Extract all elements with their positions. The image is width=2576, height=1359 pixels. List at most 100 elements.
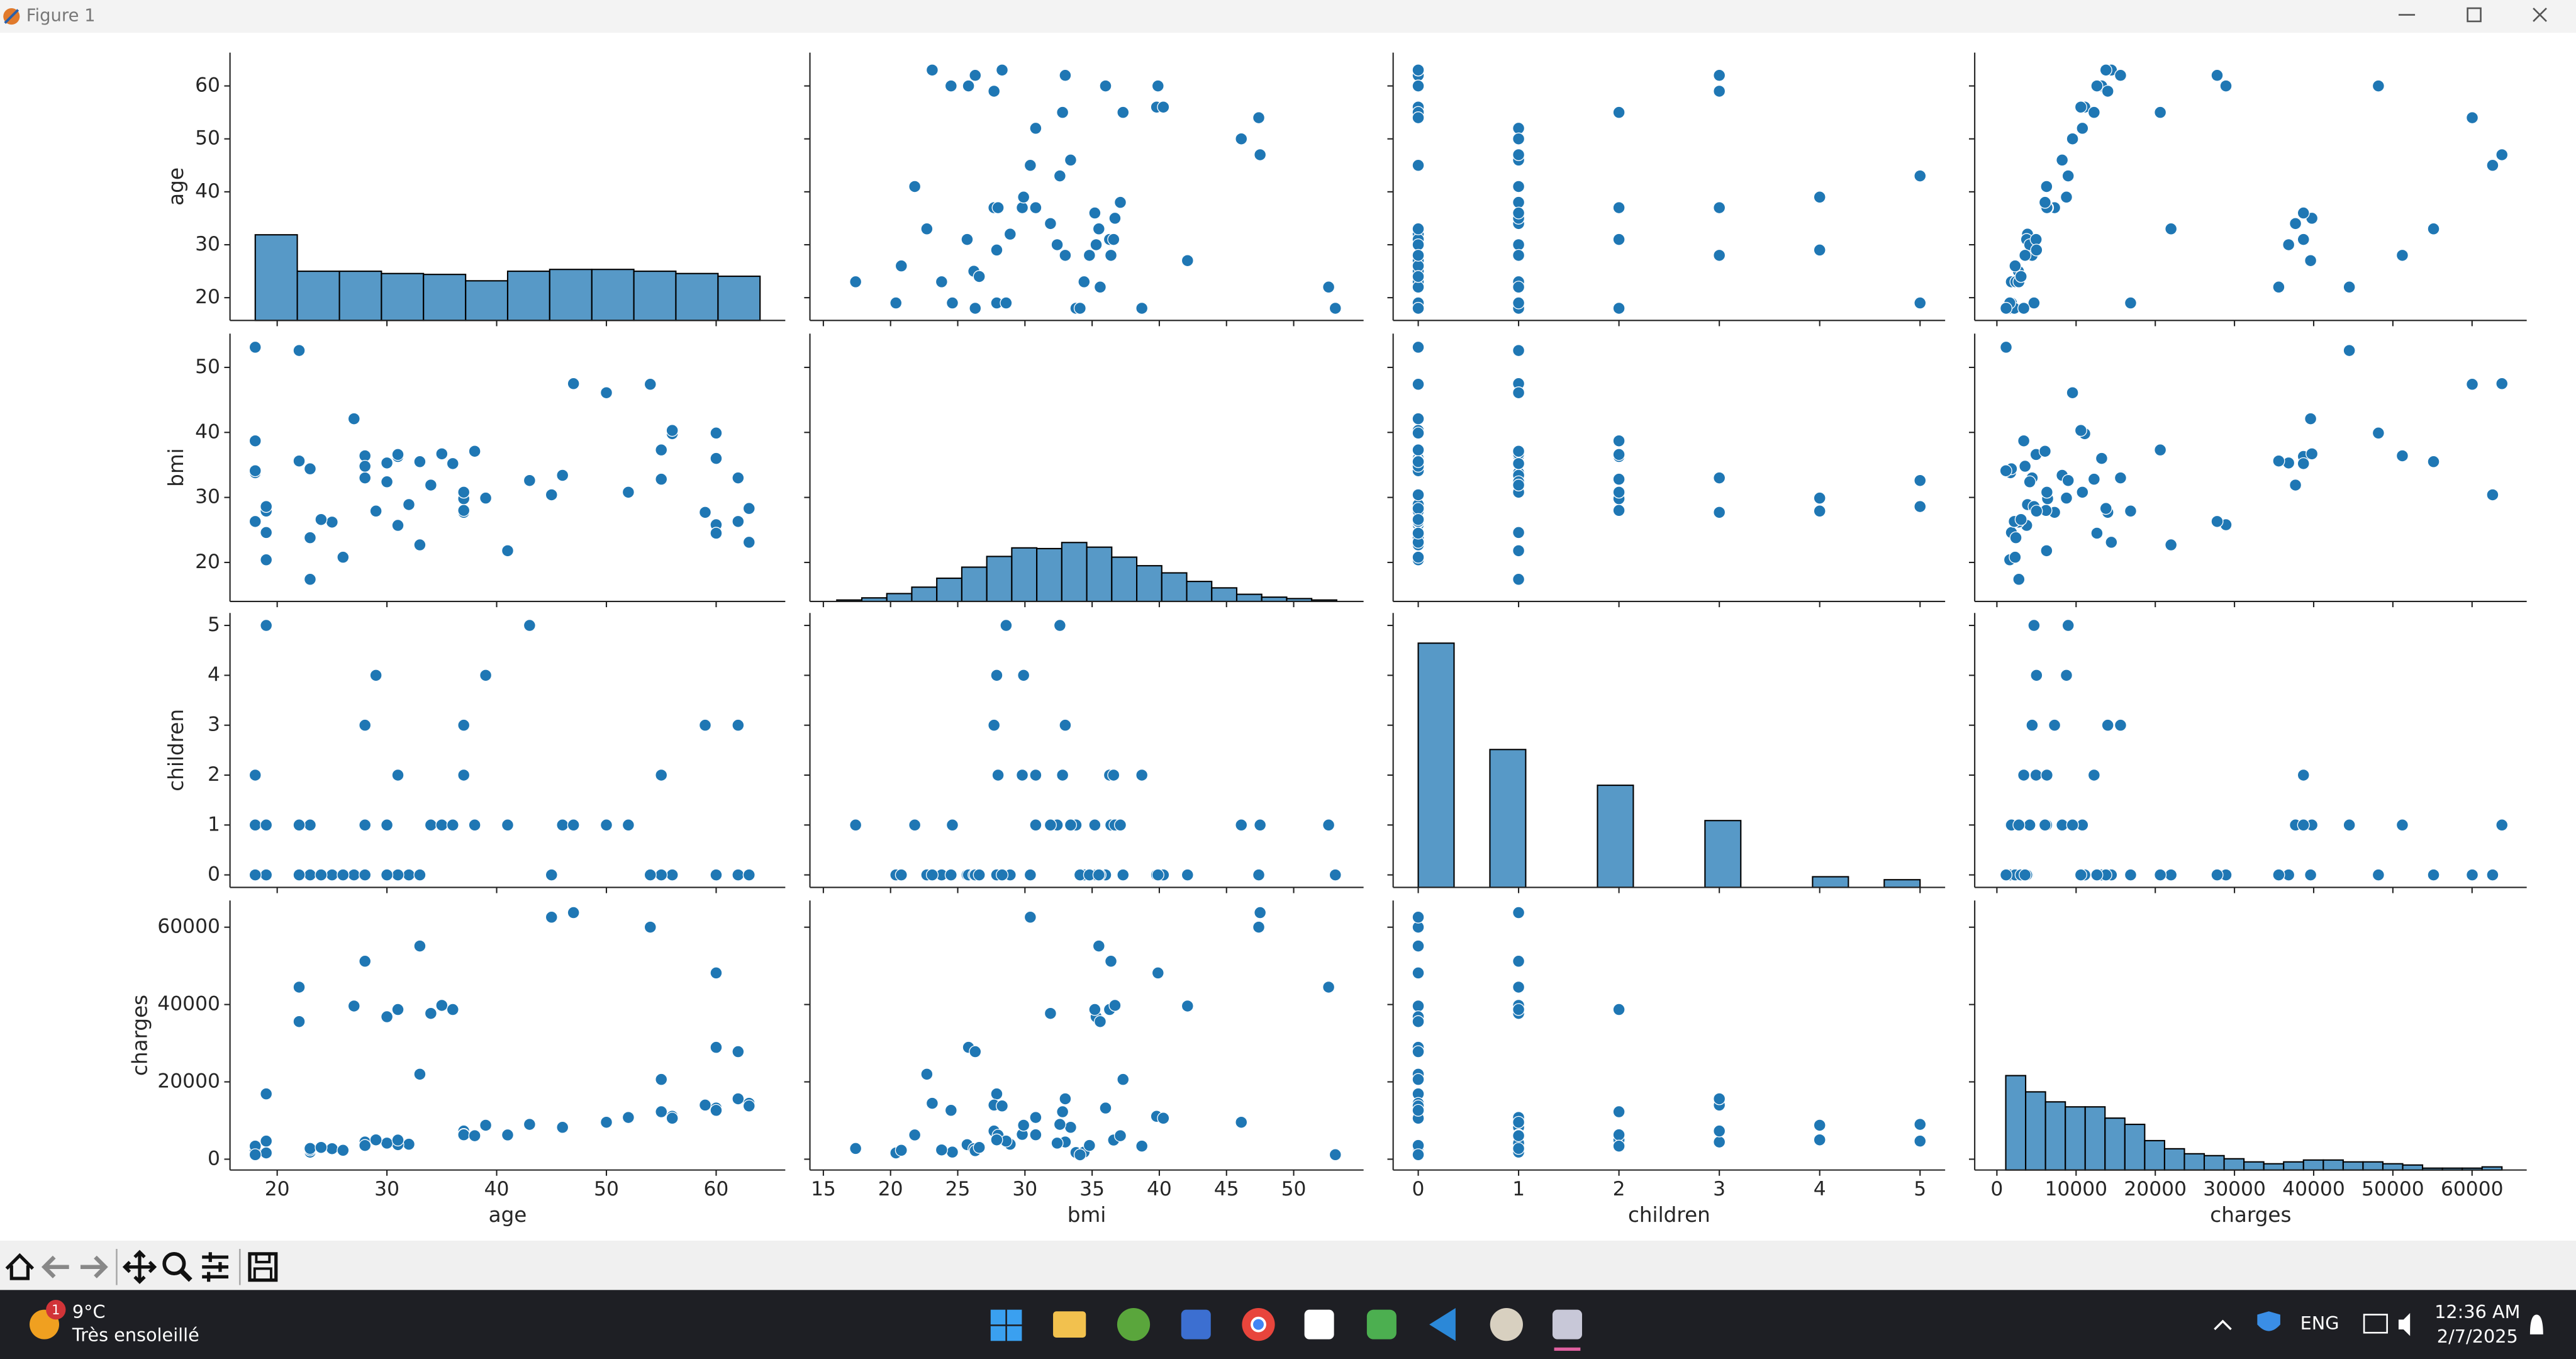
scatter-point <box>1512 457 1525 470</box>
scatter-point <box>2486 159 2499 172</box>
histogram-bar <box>506 271 550 322</box>
scatter-point <box>945 296 959 310</box>
volume-icon[interactable] <box>2398 1312 2411 1336</box>
scatter-point <box>2306 447 2319 461</box>
histogram-bar <box>911 586 938 602</box>
scatter-point <box>1713 84 1726 98</box>
clock-time[interactable]: 12:36 AM <box>2434 1301 2520 1323</box>
scatter-point <box>1092 222 1105 235</box>
back-button[interactable] <box>41 1255 69 1278</box>
y-axis-label: age <box>164 167 188 206</box>
scatter-point <box>2101 84 2114 98</box>
scatter-point <box>1412 281 1425 294</box>
close-button[interactable] <box>2533 8 2547 22</box>
y-tick-label: 30 <box>195 486 220 508</box>
maximize-button[interactable] <box>2467 7 2482 23</box>
scatter-point <box>935 275 948 288</box>
python-app-icon[interactable] <box>1490 1308 1523 1341</box>
scatter-point <box>435 998 449 1012</box>
store-icon[interactable] <box>1181 1309 1211 1339</box>
subplot <box>804 52 1364 327</box>
x-tick-label: 0 <box>1412 1178 1425 1200</box>
histogram-bar <box>2283 1161 2304 1171</box>
histogram-bar <box>1186 581 1213 602</box>
scatter-point <box>1151 868 1164 881</box>
scatter-point <box>359 819 372 832</box>
weather-widget[interactable]: 1 9°C Très ensoleillé <box>30 1299 199 1345</box>
scatter-point <box>1512 906 1525 919</box>
scatter-point <box>1056 106 1069 119</box>
subplot <box>1969 52 2527 327</box>
scatter-point <box>1053 618 1066 632</box>
figure-app-icon[interactable] <box>1552 1309 1582 1339</box>
scatter-point <box>1044 819 1057 832</box>
scatter-point <box>1713 249 1726 262</box>
scatter-point <box>1113 1129 1127 1143</box>
explorer-icon[interactable] <box>1053 1311 1086 1338</box>
scatter-point <box>1412 259 1425 272</box>
security-icon[interactable] <box>2257 1311 2280 1331</box>
scatter-point <box>1092 868 1105 881</box>
zoom-button[interactable] <box>162 1251 192 1282</box>
notion-icon[interactable] <box>1304 1309 1334 1339</box>
scatter-point <box>962 79 975 92</box>
notification-icon[interactable] <box>2529 1314 2543 1334</box>
histogram-bar <box>465 280 509 322</box>
utorrent-icon[interactable] <box>1117 1308 1151 1341</box>
scatter-point <box>1017 1119 1030 1132</box>
scatter-point <box>1329 868 1342 881</box>
histogram-bar <box>1011 547 1038 602</box>
x-axis-label: bmi <box>1068 1203 1107 1227</box>
home-button[interactable] <box>5 1253 35 1280</box>
network-icon[interactable] <box>2363 1314 2388 1334</box>
scatter-point <box>2029 768 2043 782</box>
pan-button[interactable] <box>122 1250 157 1284</box>
scatter-point <box>655 868 668 881</box>
configure-button[interactable] <box>202 1252 229 1282</box>
figure <box>0 33 2576 1241</box>
scatter-point <box>2000 340 2013 354</box>
scatter-point <box>1612 434 1625 447</box>
y-tick-label: 40 <box>195 420 220 443</box>
scatter-point <box>732 1092 745 1105</box>
scatter-point <box>413 1068 427 1081</box>
scatter-point <box>2038 819 2051 832</box>
scatter-point <box>1003 228 1017 241</box>
scatter-point <box>1088 819 1101 832</box>
scatter-point <box>260 1134 273 1148</box>
scatter-point <box>1017 191 1030 204</box>
scatter-point <box>2297 206 2310 220</box>
scatter-point <box>599 819 613 832</box>
scatter-point <box>710 1104 723 1117</box>
scatter-point <box>973 270 986 283</box>
scatter-point <box>1000 618 1013 632</box>
vscode-icon[interactable] <box>1429 1308 1456 1341</box>
scatter-point <box>1412 111 1425 125</box>
scatter-point <box>1254 148 1267 162</box>
scatter-point <box>969 1045 982 1058</box>
forward-button[interactable] <box>80 1255 108 1278</box>
scatter-point <box>1612 1139 1625 1153</box>
x-tick-label: 30 <box>1012 1178 1037 1200</box>
scatter-point <box>849 275 862 288</box>
start-button[interactable] <box>990 1309 1022 1341</box>
scatter-point <box>501 1128 515 1141</box>
scatter-point <box>545 910 558 924</box>
android-studio-icon[interactable] <box>1366 1309 1397 1339</box>
scatter-point <box>2465 868 2479 881</box>
language[interactable]: ENG <box>2300 1312 2339 1334</box>
histogram-bar <box>886 593 913 602</box>
scatter-point <box>2027 296 2041 310</box>
tray-overflow[interactable] <box>2214 1319 2232 1331</box>
save-button[interactable] <box>248 1252 278 1282</box>
scatter-point <box>2009 531 2022 544</box>
scatter-point <box>2495 377 2509 390</box>
scatter-point <box>990 1087 1003 1100</box>
clock-date[interactable]: 2/7/2025 <box>2437 1326 2518 1347</box>
chrome-icon[interactable] <box>1242 1308 1275 1341</box>
scatter-point <box>2090 79 2104 92</box>
scatter-point <box>2304 412 2317 425</box>
scatter-point <box>1512 180 1525 193</box>
scatter-point <box>1051 238 1064 252</box>
histogram-bar <box>1135 565 1163 602</box>
